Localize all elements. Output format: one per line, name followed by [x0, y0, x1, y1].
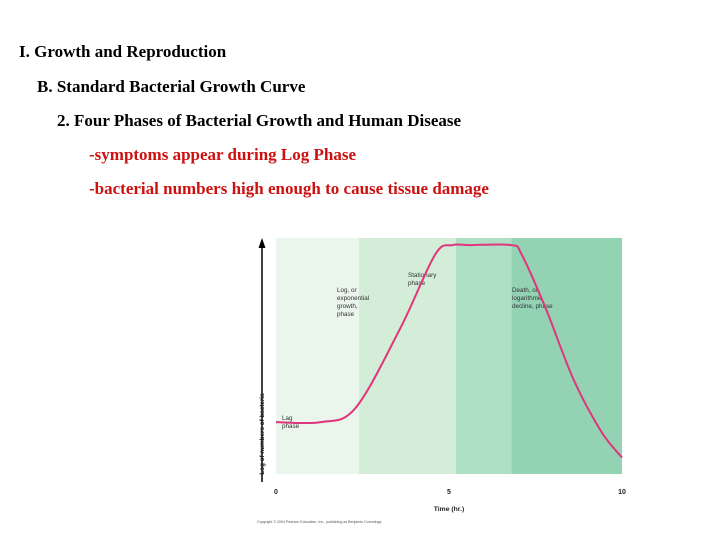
copyright-text: Copyright © 2004 Pearson Education, Inc.… — [257, 520, 382, 524]
phase-label-2: Log, or exponential growth, phase — [337, 287, 369, 318]
bullet-symptoms: -symptoms appear during Log Phase — [89, 145, 356, 164]
x-axis-label: Time (hr.) — [434, 506, 464, 513]
growth-curve-chart: Lag phase Log, or exponential growth, phase St… — [257, 238, 626, 524]
phase-band-1 — [276, 238, 360, 474]
x-tick-label-5: 5 — [447, 489, 451, 496]
phase-label-1: Lag phase — [282, 415, 300, 430]
heading-level-3: 2. Four Phases of Bacterial Growth and H… — [57, 111, 462, 130]
bullet-tissue-damage: -bacterial numbers high enough to cause … — [89, 179, 489, 198]
growth-curve-line — [275, 243, 623, 459]
heading-level-2: B. Standard Bacterial Growth Curve — [37, 77, 306, 96]
phase-band-2 — [359, 238, 456, 474]
x-tick-label-0: 0 — [274, 489, 278, 496]
phase-label-4: Death, or logarithmic decline, phase — [512, 287, 553, 310]
phase-band-3 — [455, 238, 512, 474]
phase-label-3: Stationary phase — [408, 272, 437, 287]
growth-curve-figure: Lag phase Log, or exponential growth, phase St… — [250, 230, 640, 530]
x-tick-label-10: 10 — [618, 489, 626, 496]
y-axis-label: Log of numbers of bacteria — [259, 393, 266, 475]
heading-level-1: I. Growth and Reproduction — [19, 42, 227, 61]
y-axis-arrow-icon — [258, 238, 266, 248]
